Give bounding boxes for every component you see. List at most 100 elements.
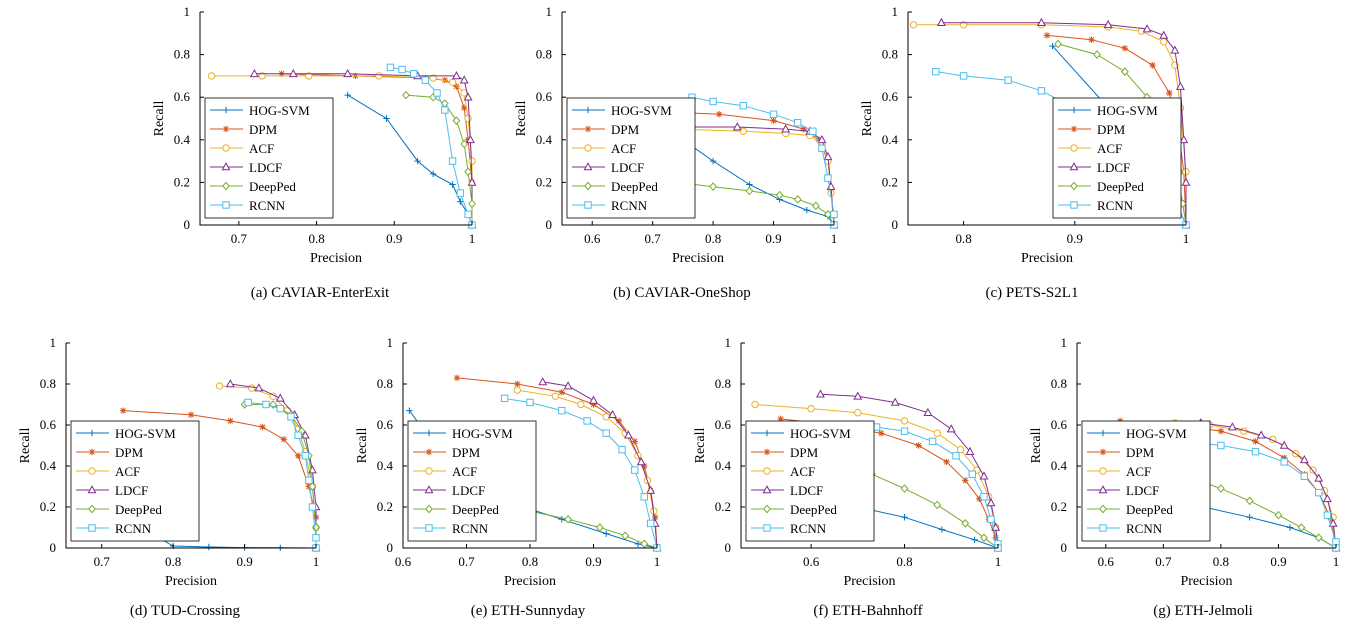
legend-marker [88, 524, 96, 532]
legend-marker [584, 181, 592, 191]
legend-marker [425, 448, 433, 456]
subfigure-caption: (a) CAVIAR-EnterExit [251, 285, 390, 301]
x-tick-label: 1 [654, 554, 661, 569]
legend-marker [584, 144, 592, 152]
series-line [691, 96, 835, 225]
data-point [1314, 533, 1323, 543]
series-line [676, 181, 835, 226]
y-tick-label: 0.2 [377, 499, 393, 514]
data-point [933, 429, 941, 437]
data-point [595, 523, 604, 532]
legend-label: RCNN [1126, 521, 1163, 536]
x-axis-label: Precision [1180, 574, 1232, 589]
data-point [817, 134, 827, 144]
data-point [602, 413, 610, 421]
legend: HOG-SVM DPM ACF LDCF DeepPed RCNN [70, 420, 200, 542]
legend-label: RCNN [115, 521, 152, 536]
y-tick-label: 1 [50, 335, 57, 350]
data-point [915, 442, 922, 449]
legend-marker [1070, 181, 1078, 191]
legend-item: ACF [1087, 464, 1151, 479]
legend-label: DPM [611, 122, 640, 137]
legend-item: DPM [413, 445, 481, 460]
legend-item: RCNN [76, 521, 152, 536]
data-point [901, 514, 908, 521]
legend-item: RCNN [1058, 198, 1134, 213]
data-point [414, 157, 421, 165]
legend-marker [222, 125, 230, 133]
legend-item: RCNN [413, 521, 489, 536]
data-point [294, 452, 302, 459]
data-point [227, 417, 234, 425]
legend-item: ACF [76, 464, 140, 479]
x-tick-label: 0.9 [1067, 231, 1083, 246]
legend-label: RCNN [1097, 198, 1134, 213]
y-tick-label: 0 [387, 540, 394, 555]
legend-item: DPM [1058, 122, 1126, 137]
legend-marker [583, 162, 593, 171]
data-point [526, 398, 534, 407]
y-tick-label: 0.4 [536, 132, 553, 147]
data-point [900, 484, 909, 493]
data-point [803, 206, 810, 214]
x-axis-label: Precision [165, 574, 217, 589]
series-line [244, 404, 317, 548]
legend-marker [222, 144, 230, 152]
data-point [453, 83, 460, 90]
legend-item: LDCF [210, 160, 282, 175]
y-axis-label: Recall [1029, 428, 1044, 464]
data-point [1004, 76, 1012, 84]
data-point [952, 452, 960, 460]
data-point [429, 74, 437, 82]
data-point [312, 534, 320, 542]
y-tick-label: 0.6 [715, 417, 732, 432]
subfigure-caption: (f) ETH-Bahnhoff [813, 603, 922, 619]
data-point [466, 134, 475, 144]
data-point [308, 482, 317, 491]
subfigure-caption: (g) ETH-Jelmoli [1153, 603, 1253, 619]
legend-marker [222, 181, 230, 191]
legend-marker [88, 429, 96, 437]
data-point [1049, 42, 1056, 50]
y-tick-label: 0.8 [377, 376, 393, 391]
data-point [558, 516, 565, 523]
data-point [410, 70, 418, 78]
data-point [564, 514, 572, 524]
legend-box [566, 97, 696, 219]
data-point [563, 381, 573, 390]
legend-item: ACF [210, 141, 274, 156]
legend-marker [1099, 467, 1107, 475]
y-tick-label: 0.8 [40, 376, 56, 391]
data-point [1315, 488, 1323, 497]
data-point [936, 17, 946, 26]
legend-box [1081, 420, 1211, 542]
y-tick-label: 1 [546, 4, 553, 19]
x-tick-label: 0.9 [236, 554, 252, 569]
data-point [551, 392, 560, 400]
data-point [343, 68, 353, 78]
data-point [433, 89, 441, 97]
data-point [262, 400, 270, 409]
legend-label: DPM [249, 122, 278, 137]
y-tick-label: 0.6 [377, 417, 394, 432]
data-point [583, 417, 591, 425]
data-point [824, 209, 832, 219]
legend-item: DeepPed [1058, 179, 1144, 194]
data-point [1314, 473, 1324, 482]
legend: HOG-SVM DPM ACF LDCF DeepPed RCNN [1052, 97, 1182, 219]
x-tick-label: 0.9 [1270, 554, 1286, 569]
data-point [294, 431, 302, 439]
data-point [461, 104, 468, 112]
data-point [459, 75, 469, 84]
legend-marker [222, 201, 230, 209]
series-ldcf [538, 377, 662, 552]
data-point [215, 382, 224, 390]
data-point [1328, 518, 1338, 527]
y-tick-label: 1 [725, 335, 732, 350]
data-point [468, 199, 476, 209]
data-point [344, 91, 351, 99]
y-tick-label: 0 [1061, 540, 1068, 555]
legend-label: LDCF [452, 483, 485, 498]
legend-label: ACF [1097, 141, 1122, 156]
